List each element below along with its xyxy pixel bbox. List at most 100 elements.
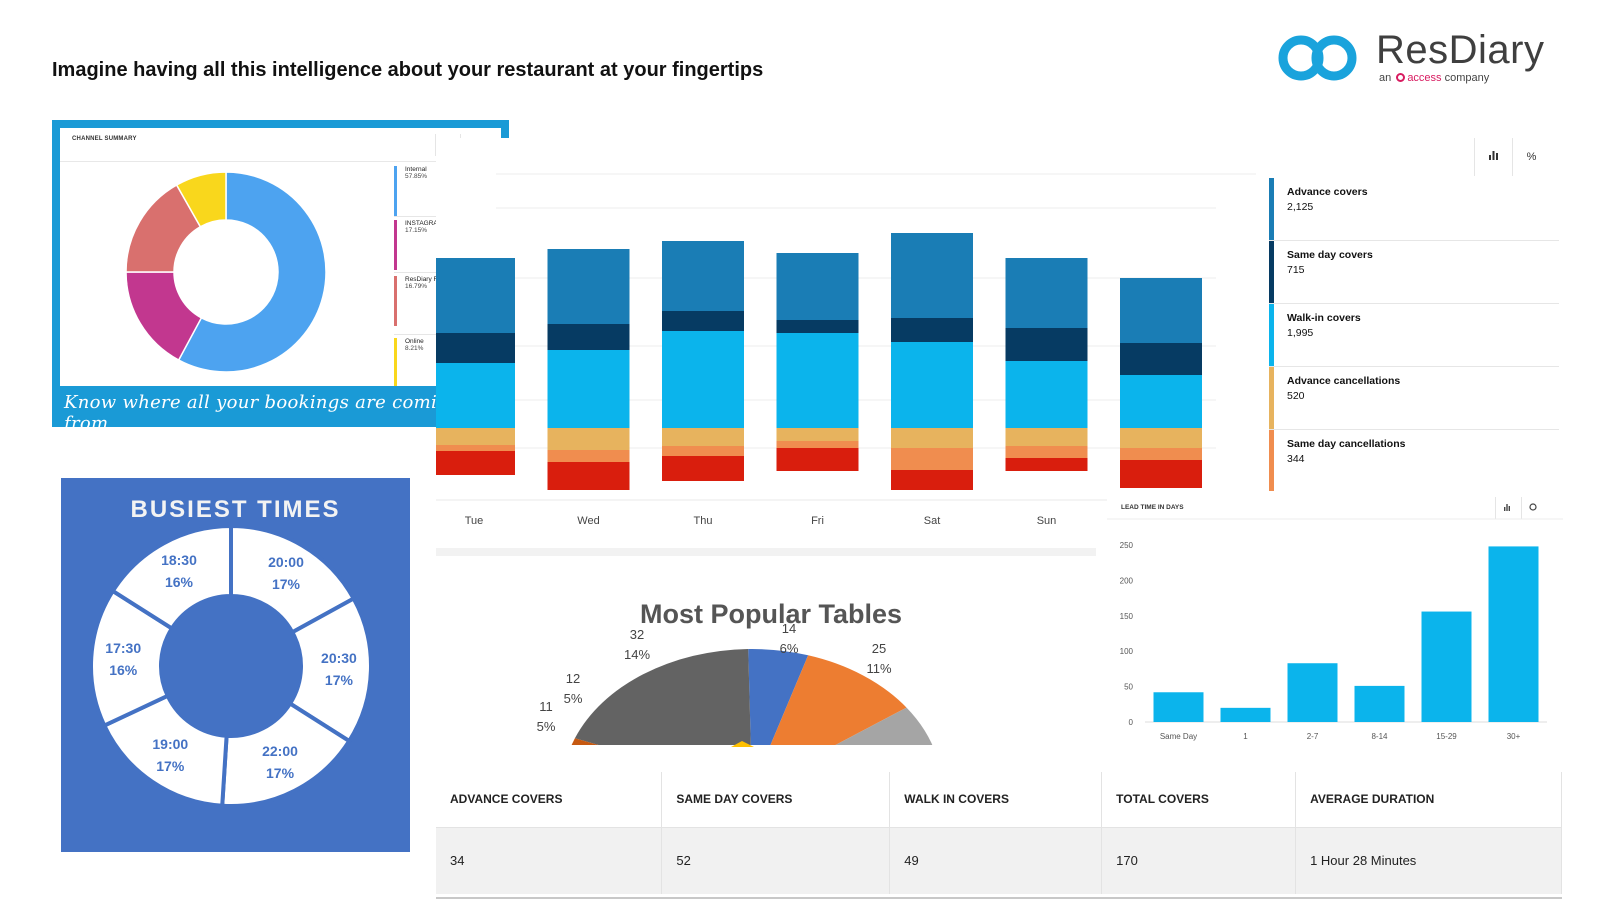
covers-bar-segment[interactable] <box>1005 458 1088 471</box>
covers-bar-segment[interactable] <box>436 428 515 445</box>
circle-icon[interactable] <box>1521 497 1543 519</box>
busiest-time-percent: 17% <box>266 765 295 782</box>
bar-chart-icon[interactable] <box>1495 497 1517 519</box>
infinity-logo-icon <box>1278 35 1357 81</box>
covers-bar-segment[interactable] <box>547 324 630 350</box>
covers-category-label: Fri <box>811 515 824 527</box>
covers-bar-segment[interactable] <box>891 233 973 318</box>
covers-bar-segment[interactable] <box>547 249 630 324</box>
covers-bar-segment[interactable] <box>547 450 630 462</box>
channel-caption: Know where all your bookings are coming … <box>64 392 461 434</box>
covers-bar-segment[interactable] <box>891 342 973 428</box>
covers-bar-segment[interactable] <box>1005 428 1088 446</box>
lead-y-tick: 150 <box>1120 612 1134 621</box>
popular-tables-card: Most Popular Tables 14 6% 25 11% 32 14% 12 5% 11… <box>436 571 1106 761</box>
covers-bar-segment[interactable] <box>891 448 973 470</box>
popular-table-number: 12 <box>565 671 581 686</box>
channel-legend-item[interactable]: Internal 57.85% <box>394 166 494 216</box>
covers-legend-item[interactable]: Same day covers 715 <box>1269 241 1559 303</box>
covers-bar-segment[interactable] <box>662 331 744 428</box>
popular-slice[interactable] <box>752 655 907 761</box>
covers-bar-segment[interactable] <box>662 311 744 331</box>
popular-slice[interactable] <box>574 649 752 761</box>
percent-icon[interactable]: % <box>1512 138 1550 176</box>
lead-bar[interactable] <box>1287 663 1338 722</box>
popular-slice[interactable] <box>748 649 809 761</box>
popular-table-number: 32 <box>629 627 645 642</box>
covers-bar-segment[interactable] <box>436 258 515 333</box>
busiest-donut-hole <box>161 596 301 736</box>
busiest-time-label: 18:30 <box>161 552 197 569</box>
busiest-time-label: 17:30 <box>105 640 142 657</box>
covers-bar-segment[interactable] <box>436 445 515 451</box>
covers-bar-segment[interactable] <box>1005 258 1088 328</box>
covers-bar-segment[interactable] <box>547 350 630 428</box>
covers-legend-item[interactable]: Advance covers 2,125 <box>1269 178 1559 240</box>
covers-bar-segment[interactable] <box>1005 361 1088 428</box>
covers-bar-segment[interactable] <box>776 333 859 428</box>
channel-legend-item[interactable]: INSTAGRAM 17.15% <box>394 220 494 270</box>
lead-bar[interactable] <box>1354 685 1405 722</box>
covers-bar-segment[interactable] <box>1120 375 1202 428</box>
covers-bar-segment[interactable] <box>662 446 744 456</box>
covers-legend-label: Same day cancellations <box>1287 438 1406 450</box>
covers-bar-segment[interactable] <box>1120 448 1202 460</box>
lead-x-tick: 15-29 <box>1436 732 1457 741</box>
covers-bar-segment[interactable] <box>776 428 859 441</box>
covers-bar-segment[interactable] <box>1120 343 1202 375</box>
lead-y-tick: 200 <box>1120 576 1134 585</box>
covers-bar-segment[interactable] <box>776 253 859 320</box>
channel-legend-item[interactable]: Online 8.21% <box>394 338 494 386</box>
lead-bar[interactable] <box>1153 692 1204 722</box>
access-ring-icon <box>1396 73 1406 82</box>
lead-x-tick: 30+ <box>1507 732 1521 741</box>
lead-bar[interactable] <box>1220 707 1271 722</box>
stats-value-cell: 1 Hour 28 Minutes <box>1295 826 1562 894</box>
covers-category-label: Wed <box>577 515 599 527</box>
covers-bar-segment[interactable] <box>436 451 515 475</box>
busiest-slice-label: 20:00 17% <box>251 551 321 595</box>
covers-category-label: Tue <box>465 515 484 527</box>
covers-bar-segment[interactable] <box>662 241 744 311</box>
lead-bar[interactable] <box>1421 611 1472 722</box>
stats-header-cell: WALK IN COVERS <box>889 772 1103 827</box>
stats-header-cell: TOTAL COVERS <box>1101 772 1297 827</box>
covers-legend-label: Advance covers <box>1287 186 1368 198</box>
covers-bar-segment[interactable] <box>547 428 630 450</box>
covers-legend-value: 2,125 <box>1287 201 1314 213</box>
channel-slice-3[interactable] <box>175 171 227 228</box>
bar-chart-icon[interactable] <box>1474 138 1512 176</box>
covers-bar-segment[interactable] <box>662 456 744 481</box>
covers-legend-item[interactable]: Walk-in covers 1,995 <box>1269 304 1559 366</box>
covers-category-label: Thu <box>694 515 713 527</box>
covers-bar-segment[interactable] <box>776 448 859 471</box>
covers-bar-segment[interactable] <box>1005 328 1088 361</box>
covers-bar-segment[interactable] <box>891 318 973 342</box>
covers-bar-segment[interactable] <box>1120 278 1202 343</box>
covers-legend-item[interactable]: Advance cancellations 520 <box>1269 367 1559 429</box>
covers-bar-segment[interactable] <box>891 428 973 448</box>
channel-summary-card: CHANNEL SUMMARY Internal 57.85% INSTAGRAM 1… <box>52 120 509 434</box>
covers-bar-segment[interactable] <box>776 441 859 448</box>
covers-bar-segment[interactable] <box>436 333 515 363</box>
covers-bar-segment[interactable] <box>1120 460 1202 488</box>
lead-x-tick: Same Day <box>1160 732 1197 741</box>
covers-bar-segment[interactable] <box>1005 446 1088 458</box>
lead-y-tick: 100 <box>1120 647 1134 656</box>
busiest-time-percent: 16% <box>109 662 138 679</box>
covers-bar-segment[interactable] <box>891 470 973 490</box>
popular-table-number: 14 <box>781 621 797 636</box>
busiest-time-percent: 16% <box>164 574 193 591</box>
covers-legend-item[interactable]: Same day cancellations 344 <box>1269 430 1559 492</box>
logo-tagline: an access company <box>1379 72 1490 84</box>
covers-bar-segment[interactable] <box>776 320 859 333</box>
covers-bar-segment[interactable] <box>436 363 515 428</box>
busiest-time-percent: 17% <box>156 758 185 775</box>
lead-bar[interactable] <box>1488 546 1539 722</box>
resdiary-logo: ResDiary an access company <box>1276 28 1576 88</box>
covers-bar-segment[interactable] <box>1120 428 1202 448</box>
popular-table-percent: 6% <box>779 641 799 656</box>
covers-bar-segment[interactable] <box>662 428 744 446</box>
covers-bar-segment[interactable] <box>547 462 630 490</box>
channel-slice-0[interactable] <box>177 171 327 373</box>
